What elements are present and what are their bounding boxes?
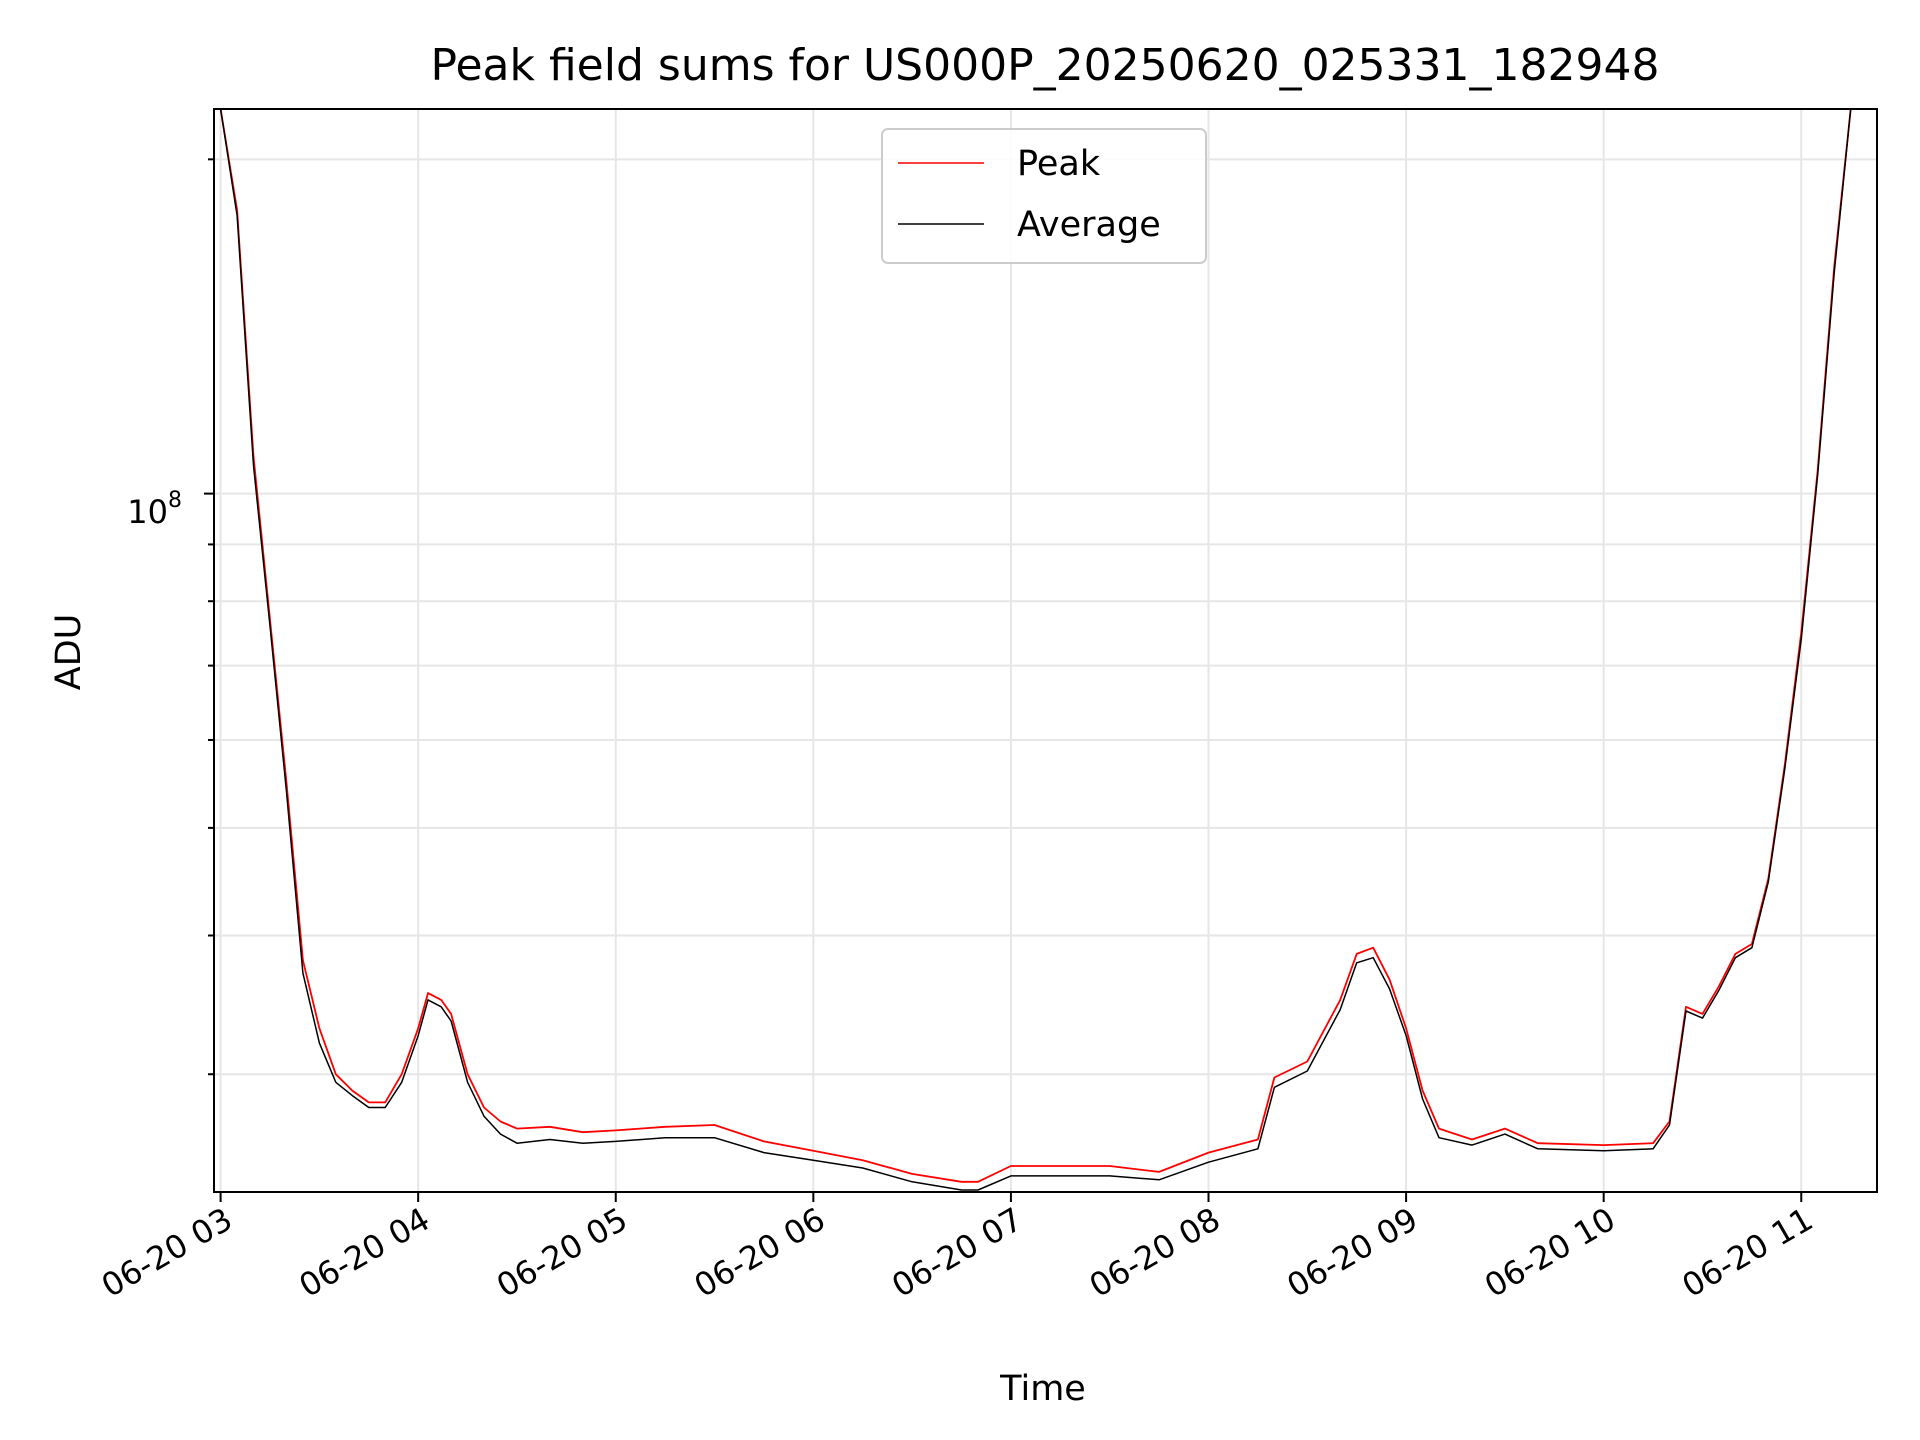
series-line-average bbox=[219, 108, 1868, 1191]
y-tick-label-1e8: 108 bbox=[127, 488, 182, 531]
x-axis-label: Time bbox=[999, 1369, 1086, 1409]
y-axis-label: ADU bbox=[49, 614, 89, 691]
chart-title: Peak field sums for US000P_20250620_0253… bbox=[431, 40, 1660, 91]
y-tick-exponent: 8 bbox=[168, 488, 182, 513]
y-axis-ticks: 108 bbox=[127, 158, 214, 1076]
plot-area-frame bbox=[213, 108, 1878, 1193]
series-line-peak bbox=[219, 108, 1868, 1183]
legend-label-average: Average bbox=[1017, 205, 1161, 245]
legend-label-peak: Peak bbox=[1017, 144, 1101, 184]
legend: Peak Average bbox=[881, 128, 1207, 264]
y-tick-base: 10 bbox=[127, 493, 168, 531]
series-lines bbox=[219, 108, 1868, 1191]
